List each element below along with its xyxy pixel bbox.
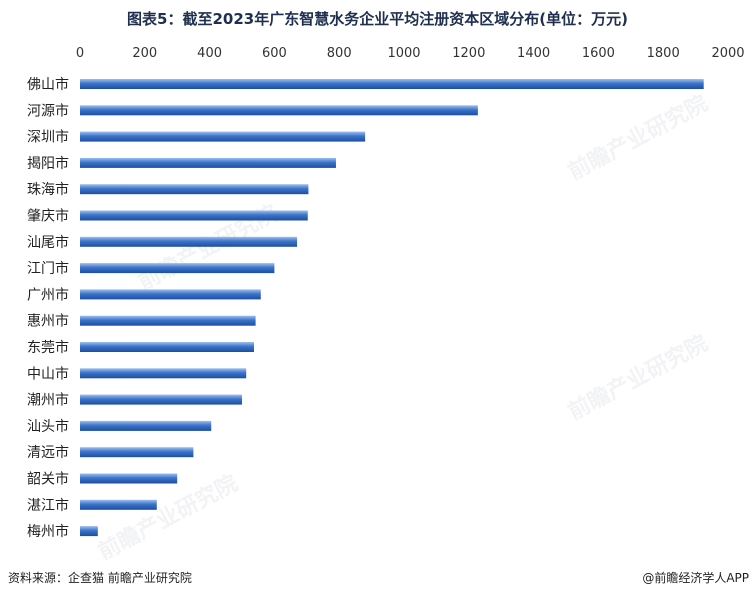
x-tick-label: 200 bbox=[132, 46, 157, 61]
category-label: 深圳市 bbox=[27, 129, 69, 146]
x-tick-label: 2000 bbox=[711, 46, 744, 61]
chart-title: 图表5：截至2023年广东智慧水务企业平均注册资本区域分布(单位：万元) bbox=[127, 10, 628, 28]
category-label: 中山市 bbox=[27, 365, 69, 382]
category-label: 湛江市 bbox=[27, 497, 69, 514]
category-label: 汕尾市 bbox=[27, 234, 69, 251]
x-tick-label: 400 bbox=[197, 46, 222, 61]
brand-label: @前瞻经济学人APP bbox=[642, 571, 749, 585]
bar bbox=[80, 210, 308, 221]
category-label: 韶关市 bbox=[27, 471, 69, 488]
category-label: 梅州市 bbox=[27, 523, 69, 540]
bar bbox=[80, 315, 256, 326]
category-label: 广州市 bbox=[27, 286, 69, 303]
x-tick-label: 1800 bbox=[647, 46, 680, 61]
bar bbox=[80, 499, 157, 510]
bar bbox=[80, 263, 275, 274]
bar bbox=[80, 526, 98, 537]
category-label: 东莞市 bbox=[27, 339, 69, 356]
bar bbox=[80, 394, 242, 405]
bar bbox=[80, 79, 704, 89]
bar bbox=[80, 420, 212, 431]
x-tick-label: 1400 bbox=[517, 46, 550, 61]
category-label: 江门市 bbox=[27, 260, 69, 277]
category-label: 佛山市 bbox=[27, 76, 69, 93]
bar bbox=[80, 105, 478, 116]
x-tick-label: 600 bbox=[262, 46, 287, 61]
bar bbox=[80, 368, 247, 379]
x-tick-label: 0 bbox=[76, 46, 84, 61]
source-note: 资料来源：企查猫 前瞻产业研究院 bbox=[8, 571, 192, 585]
category-label: 河源市 bbox=[27, 102, 69, 119]
category-label: 肇庆市 bbox=[27, 208, 69, 225]
bar bbox=[80, 473, 178, 484]
category-label: 珠海市 bbox=[27, 181, 69, 198]
bar bbox=[80, 184, 309, 195]
category-label: 揭阳市 bbox=[27, 155, 69, 172]
bar bbox=[80, 131, 366, 142]
x-tick-label: 800 bbox=[327, 46, 352, 61]
bar bbox=[80, 289, 261, 300]
category-label: 潮州市 bbox=[27, 392, 69, 409]
x-tick-label: 1600 bbox=[582, 46, 615, 61]
x-tick-label: 1000 bbox=[387, 46, 420, 61]
bar bbox=[80, 447, 194, 458]
bar bbox=[80, 342, 254, 352]
category-label: 清远市 bbox=[27, 444, 69, 461]
category-label: 惠州市 bbox=[27, 313, 69, 330]
x-tick-label: 1200 bbox=[452, 46, 485, 61]
bar bbox=[80, 236, 298, 247]
bar bbox=[80, 157, 336, 168]
category-label: 汕头市 bbox=[27, 418, 69, 435]
